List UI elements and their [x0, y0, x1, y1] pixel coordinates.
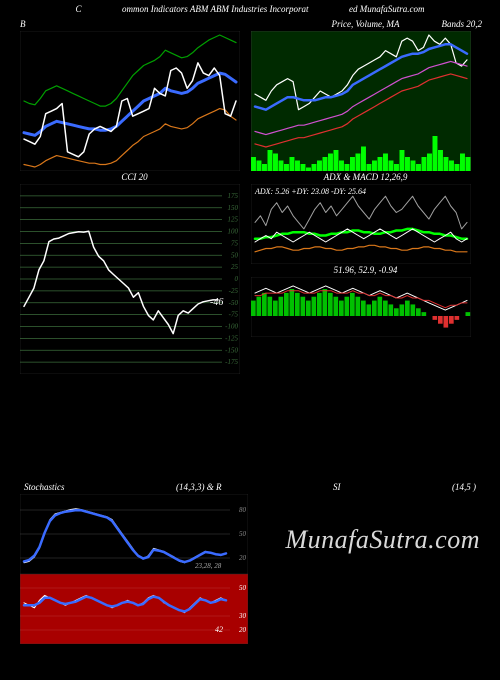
header-right: ed MunafaSutra.com — [349, 4, 425, 14]
svg-text:-46: -46 — [210, 297, 223, 308]
obv-title: 51.96, 52.9, -0.94 — [251, 264, 480, 277]
bb-title-right: Bands 20,2 — [442, 20, 483, 29]
stoch-chart: 80 50 20 23,28, 28 — [20, 494, 248, 574]
svg-text:42: 42 — [215, 625, 223, 634]
svg-text:23,28, 28: 23,28, 28 — [195, 562, 222, 570]
adx-chart: ADX: 5.26 +DY: 23.08 -DY: 25.64 — [251, 184, 471, 264]
row-1: B Price, Volume, MA Bands 20,2 — [0, 18, 500, 171]
price-title: Price, Volume, MA — [332, 19, 400, 29]
rsi-chart: 50 30 20 42 — [20, 574, 248, 644]
svg-text:20: 20 — [239, 626, 247, 634]
svg-text:-50: -50 — [229, 299, 239, 307]
bollinger-chart — [20, 31, 240, 171]
page-header: C ommon Indicators ABM ABM Industries In… — [0, 0, 500, 18]
right-stack: ADX & MACD 12,26,9 ADX: 5.26 +DY: 23.08 … — [251, 171, 480, 374]
cci-panel: CCI 20 175 150 125 100 75 50 25 0 -25 -50 -75 -100 -… — [20, 171, 249, 374]
svg-text:-175: -175 — [225, 358, 238, 366]
svg-text:30: 30 — [238, 612, 247, 620]
svg-text:25: 25 — [231, 263, 239, 271]
obv-chart — [251, 277, 471, 337]
price-chart — [251, 31, 471, 171]
svg-text:ADX: 5.26 +DY: 23.08 -DY: 2: ADX: 5.26 +DY: 23.08 -DY: 25.64 — [254, 187, 366, 196]
row-2: CCI 20 175 150 125 100 75 50 25 0 -25 -50 -75 -100 -… — [0, 171, 500, 374]
rsi-label: SI — [333, 482, 341, 492]
svg-text:-75: -75 — [229, 311, 239, 319]
bb-title-left: B — [20, 20, 26, 29]
svg-text:50: 50 — [231, 251, 239, 259]
stoch-label: Stochastics — [24, 482, 65, 492]
price-panel: Price, Volume, MA Bands 20,2 — [251, 18, 480, 171]
svg-text:150: 150 — [228, 204, 239, 212]
cci-chart: 175 150 125 100 75 50 25 0 -25 -50 -75 -100 -125 -150… — [20, 184, 240, 374]
svg-text:175: 175 — [228, 192, 239, 200]
bottom-title-row: Stochastics (14,3,3) & R SI (14,5 ) — [20, 480, 480, 494]
header-center: ommon Indicators ABM ABM Industries Inco… — [122, 4, 308, 14]
svg-text:50: 50 — [239, 584, 247, 592]
svg-text:0: 0 — [235, 275, 239, 283]
svg-text:100: 100 — [228, 228, 239, 236]
svg-text:20: 20 — [239, 554, 247, 562]
bollinger-panel: B — [20, 18, 249, 171]
svg-text:50: 50 — [239, 530, 247, 538]
stoch-params: (14,3,3) & R — [176, 482, 222, 492]
adx-title: ADX & MACD 12,26,9 — [251, 171, 480, 184]
svg-text:-100: -100 — [225, 323, 238, 331]
svg-text:75: 75 — [231, 239, 239, 247]
svg-text:-125: -125 — [225, 334, 238, 342]
header-left: C — [76, 4, 82, 14]
svg-text:80: 80 — [239, 506, 247, 514]
svg-text:-25: -25 — [229, 287, 239, 295]
svg-text:125: 125 — [228, 216, 239, 224]
bottom-section: Stochastics (14,3,3) & R SI (14,5 ) 80 50… — [20, 480, 480, 644]
cci-title: CCI 20 — [20, 171, 249, 184]
svg-text:-150: -150 — [225, 346, 238, 354]
rsi-params: (14,5 ) — [452, 482, 476, 492]
